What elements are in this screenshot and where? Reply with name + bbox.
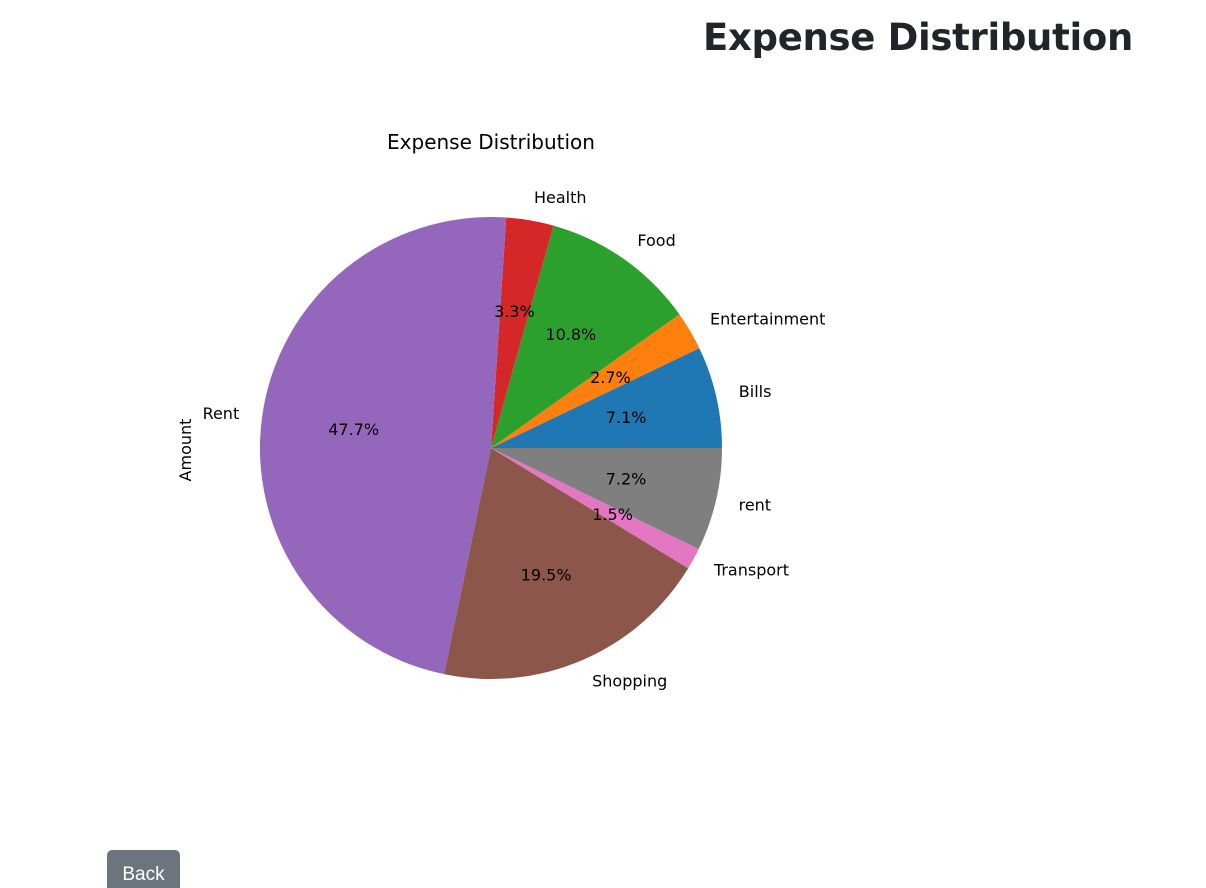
pie-slices <box>259 216 722 679</box>
slice-percent-shopping-5: 19.5% <box>521 566 572 585</box>
pie-slice-health-3 <box>491 217 554 448</box>
slice-percent-transport-6: 1.5% <box>592 505 633 524</box>
slice-percent-entertainment-1: 2.7% <box>590 368 631 387</box>
y-axis-label: Amount <box>176 419 195 482</box>
chart-title: Expense Distribution <box>387 130 595 154</box>
pie-labels: Bills 7.1% Entertainment 2.7% Food 10.8% Healt… <box>203 188 826 691</box>
pie-slice-entertainment-1 <box>491 314 700 448</box>
slice-percent-rent-7: 7.2% <box>606 470 647 489</box>
slice-label-food-2: Food <box>637 231 675 250</box>
slice-percent-rent-4: 47.7% <box>328 420 379 439</box>
slice-label-entertainment-1: Entertainment <box>710 310 825 329</box>
slice-label-rent-4: Rent <box>203 404 240 423</box>
pie-slice-food-2 <box>491 225 680 448</box>
slice-percent-health-3: 3.3% <box>494 302 535 321</box>
slice-label-shopping-5: Shopping <box>592 672 667 691</box>
slice-percent-bills-0: 7.1% <box>606 408 647 427</box>
back-button[interactable]: Back <box>107 850 180 888</box>
page-title: Expense Distribution <box>702 16 1134 59</box>
pie-slice-rent-7 <box>491 448 722 550</box>
pie-slice-transport-6 <box>491 448 699 569</box>
slice-label-bills-0: Bills <box>739 382 772 401</box>
slice-percent-food-2: 10.8% <box>545 325 596 344</box>
pie-slice-bills-0 <box>491 348 722 448</box>
pie-slice-rent-4 <box>259 216 507 675</box>
slice-label-rent-7: rent <box>739 496 771 515</box>
slice-label-transport-6: Transport <box>713 560 789 579</box>
pie-slice-shopping-5 <box>444 448 689 679</box>
slice-label-health-3: Health <box>534 188 587 207</box>
